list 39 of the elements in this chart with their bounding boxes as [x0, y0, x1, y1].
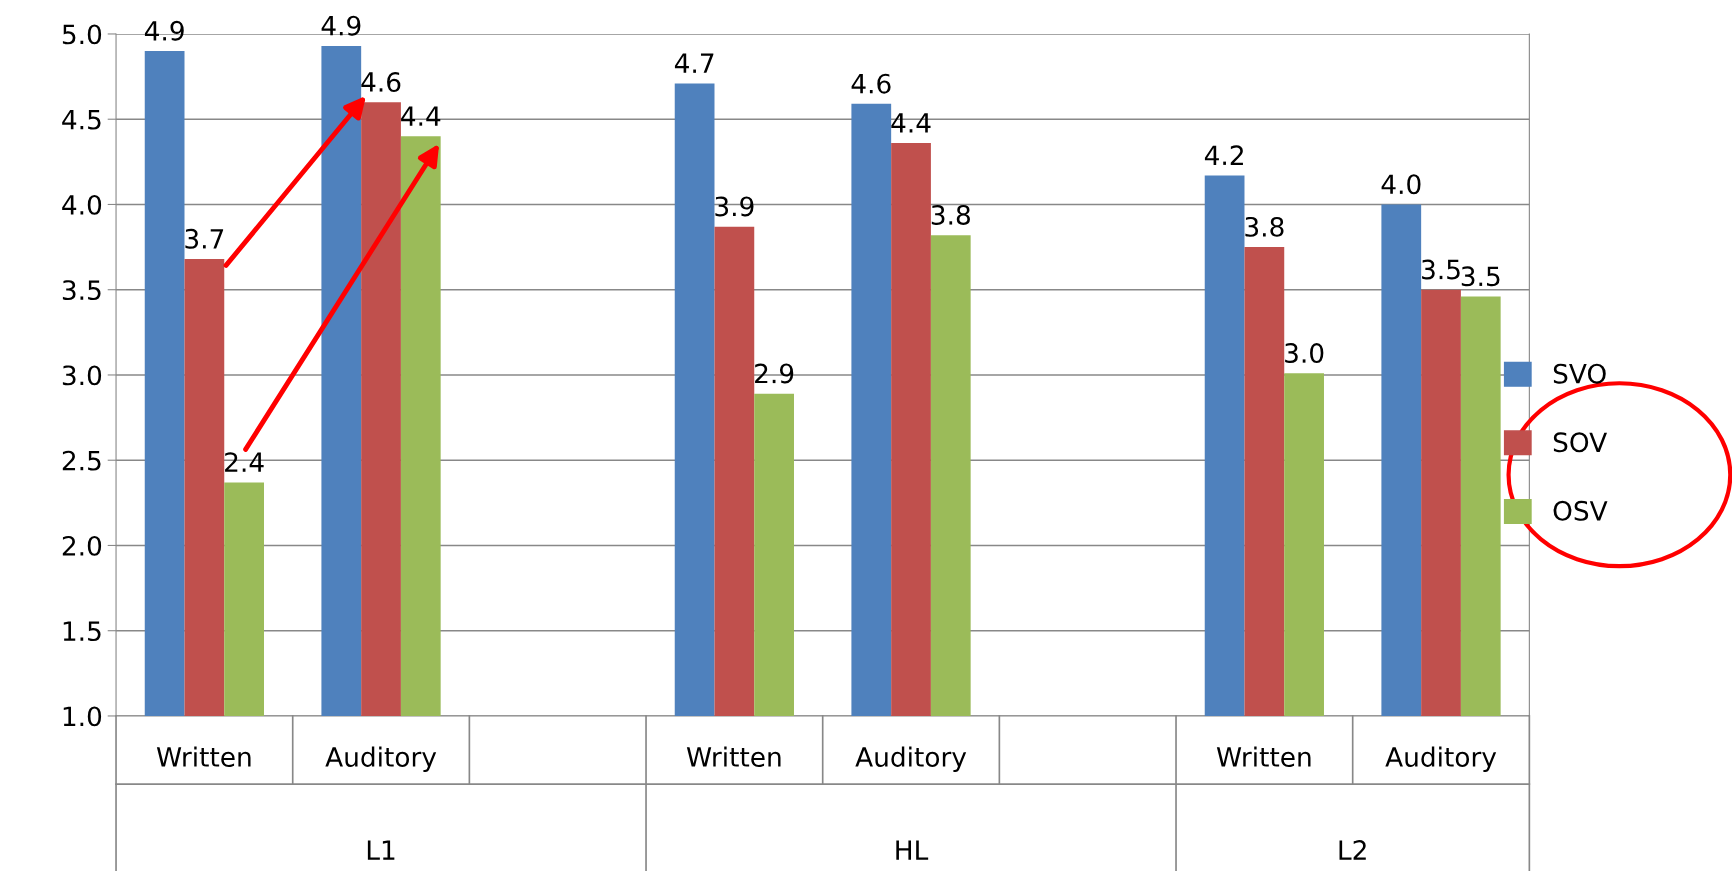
data-label: 3.8: [1245, 216, 1284, 237]
y-tick-label: 3.0: [62, 365, 102, 386]
data-label: 3.9: [715, 196, 754, 217]
data-label: 4.0: [1381, 174, 1421, 195]
legend-label: OSV: [1553, 500, 1608, 521]
text: HL: [896, 840, 929, 860]
y-tick-label: 1.5: [63, 621, 101, 642]
x-tick-label: Written: [156, 746, 251, 767]
y-tick-label: 4.5: [62, 110, 101, 130]
data-label: 4.2: [1204, 145, 1243, 165]
data-label: 3.0: [1285, 343, 1324, 364]
y-tick-label: 2.5: [62, 450, 101, 471]
data-label: 4.9: [144, 20, 184, 41]
data-label: 2.9: [755, 363, 794, 384]
data-label: 3.7: [185, 228, 224, 249]
x-tick-label: Auditory: [855, 746, 967, 773]
y-tick-label: 5.0: [62, 24, 102, 45]
data-label: 4.9: [321, 15, 361, 36]
data-label: 4.6: [361, 71, 401, 92]
text: L1: [367, 840, 395, 860]
data-label: 3.8: [931, 204, 970, 225]
x-tick-label: Auditory: [1385, 746, 1497, 773]
x-tick-label: Written: [1216, 746, 1311, 767]
data-label: 3.5: [1461, 266, 1500, 287]
y-tick-label: 2.0: [62, 535, 102, 556]
y-tick-label: 1.0: [63, 706, 102, 727]
y-tick-label: 3.5: [62, 280, 101, 301]
legend-label: SVO: [1553, 363, 1606, 384]
data-label: 4.4: [891, 113, 931, 133]
y-tick-label: 4.0: [62, 194, 102, 215]
data-label: 3.5: [1422, 259, 1460, 280]
data-label: 4.6: [851, 73, 891, 94]
data-label: 4.7: [674, 53, 714, 73]
x-tick-label: Written: [686, 746, 781, 767]
data-label: 4.4: [401, 106, 441, 126]
text: L2: [1339, 840, 1366, 860]
data-label: 2.4: [225, 452, 264, 472]
legend-label: SOV: [1553, 432, 1607, 453]
x-tick-label: Auditory: [325, 746, 437, 773]
